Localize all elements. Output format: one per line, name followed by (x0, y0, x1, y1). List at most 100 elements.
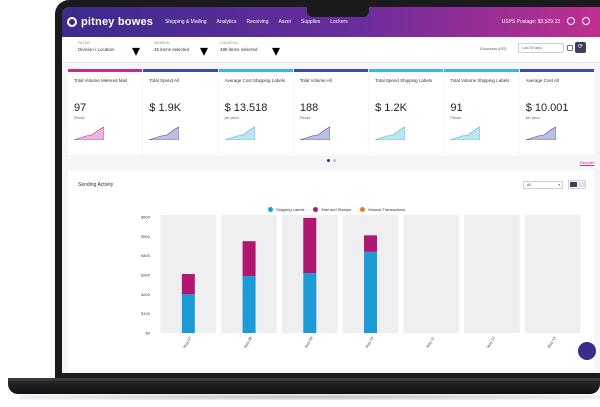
x-tick-label: May-12 (486, 336, 496, 349)
y-tick-label: $0 (146, 331, 151, 336)
carousel-dot[interactable] (333, 159, 336, 162)
logo-text: pitney bowes (81, 16, 154, 28)
x-tick-label: May-08 (243, 336, 253, 349)
date-range-input[interactable]: Last 30 days (518, 43, 564, 53)
chevron-down-icon[interactable]: ▾ (132, 43, 141, 60)
tile-value: $ 1.2K (375, 102, 407, 114)
account-icon[interactable] (567, 17, 575, 25)
bar-segment (303, 217, 317, 274)
postage-balance[interactable]: USPS Postage: $3,529.33 (501, 19, 560, 25)
tile-value: $ 13.518 (224, 102, 268, 114)
accounts-selector[interactable]: 5 Accounts (ISO) (480, 47, 507, 51)
nav-item-receiving[interactable]: Receiving (246, 19, 269, 25)
x-tick-label: May-07 (183, 336, 193, 349)
legend-swatch (360, 207, 366, 212)
chart-legend: Shipping Labels Mail and Stamps Manual T… (268, 207, 414, 212)
kpi-tile[interactable]: Total Spend All $ 1.9K (143, 69, 218, 155)
tile-title: Average Cost All (525, 78, 559, 83)
sparkline (450, 126, 481, 140)
nav-item-analytics[interactable]: Analytics (216, 19, 237, 25)
logo-icon (67, 17, 77, 27)
nav-item-lockers[interactable]: Lockers (330, 19, 348, 25)
table-view-icon[interactable] (578, 182, 585, 187)
y-tick-label: $600 (141, 215, 151, 220)
legend-label: Mail and Stamps (321, 207, 352, 212)
sparkline-area (375, 126, 406, 140)
bar-view-icon[interactable] (570, 182, 577, 187)
chevron-down-icon: ▾ (558, 183, 560, 187)
sparkline (525, 126, 556, 140)
bar-segment (242, 275, 256, 333)
tile-value: 91 (450, 102, 463, 114)
laptop-base (8, 378, 600, 394)
location-value: 489 items selected (220, 47, 258, 52)
kpi-tile[interactable]: Total Volume All 188 Pieces (293, 69, 369, 155)
kpi-tile[interactable]: Average Cost All $ 10.001 per piece (519, 69, 594, 155)
y-tick-label: $500 (141, 234, 151, 239)
category-band (524, 215, 581, 333)
nav-item-asset[interactable]: Asset (278, 19, 292, 25)
x-tick-label: May-11 (426, 336, 436, 349)
sparkline (299, 126, 330, 140)
tile-unit: per piece (224, 116, 239, 120)
category-band (403, 215, 460, 333)
filter-dropdown[interactable]: FILTER Division / Location (78, 41, 115, 52)
division-dropdown[interactable]: DIVISION 45 items selected (154, 41, 189, 52)
legend-swatch (268, 207, 273, 212)
tile-title: Total Spend All (149, 78, 180, 83)
laptop-shadow (20, 394, 600, 400)
filter-bar: FILTER Division / Location ▾ DIVISION 45… (62, 37, 600, 63)
legend-swatch (313, 207, 319, 212)
laptop-screen: pitney bowes Shipping & Mailing Analytic… (62, 7, 600, 373)
y-tick-label: $300 (141, 273, 151, 278)
chat-button[interactable] (578, 342, 596, 360)
tile-title: Total Spend Shipping Labels (375, 78, 433, 83)
bar-segment (303, 273, 317, 333)
y-tick-label: $400 (141, 253, 151, 258)
activity-filter-select[interactable]: All ▾ (523, 181, 563, 189)
kpi-tile[interactable]: Total Volume Metered Mail 97 Pieces (68, 69, 143, 155)
bar-segment (181, 274, 195, 295)
tile-value: $ 10.001 (525, 102, 569, 114)
sparkline (74, 126, 104, 140)
kpi-tile[interactable]: Total Spend Shipping Labels $ 1.2K (369, 69, 444, 155)
chevron-down-icon[interactable]: ▾ (200, 43, 209, 60)
bar-segment (364, 251, 377, 333)
tile-title: Total Volume Metered Mail (74, 78, 128, 83)
division-label: DIVISION (154, 41, 170, 45)
refresh-button[interactable]: ⟳ (575, 42, 586, 53)
category-band (464, 215, 520, 333)
sparkline-area (299, 126, 330, 140)
sparkline (375, 126, 406, 140)
location-dropdown[interactable]: LOCATION 489 items selected (220, 41, 258, 52)
sparkline-area (149, 126, 180, 140)
nav-item-supplies[interactable]: Supplies (301, 19, 321, 25)
nav-item-shipping[interactable]: Shipping & Mailing (165, 19, 207, 25)
sparkline (149, 126, 180, 140)
legend-item[interactable]: Mail and Stamps (313, 207, 351, 212)
settings-icon[interactable] (582, 17, 590, 25)
bar-segment (181, 294, 195, 333)
sparkline (224, 126, 255, 140)
brand-logo[interactable]: pitney bowes (67, 16, 153, 28)
sending-activity-chart: $0 $100 $200 $300 $400 $500 $600 May-07 May-08 Ma… (141, 215, 581, 349)
legend-label: Shipping Labels (276, 207, 305, 212)
division-value: 45 items selected (154, 47, 190, 52)
sparkline-area (525, 126, 556, 140)
tile-value: 188 (299, 102, 319, 114)
chevron-down-icon[interactable]: ▾ (272, 43, 281, 60)
select-value: All (527, 183, 531, 187)
x-tick-label: May-10 (365, 336, 375, 349)
calendar-icon[interactable] (567, 45, 573, 51)
legend-item[interactable]: Manual Transactions (360, 207, 405, 212)
view-toggle[interactable] (568, 180, 586, 189)
reorder-link[interactable]: Reorder (580, 160, 595, 165)
carousel-dot-active[interactable] (327, 159, 330, 162)
y-tick-label: $200 (141, 292, 151, 297)
legend-item[interactable]: Shipping Labels (268, 207, 304, 212)
nav-menu: Shipping & Mailing Analytics Receiving A… (165, 19, 358, 25)
kpi-tile[interactable]: Total Volume Shipping Labels 91 Pieces (444, 69, 519, 155)
x-tick-label: May-09 (304, 336, 314, 349)
kpi-tile[interactable]: Average Cost Shipping Labels $ 13.518 pe… (218, 69, 293, 155)
